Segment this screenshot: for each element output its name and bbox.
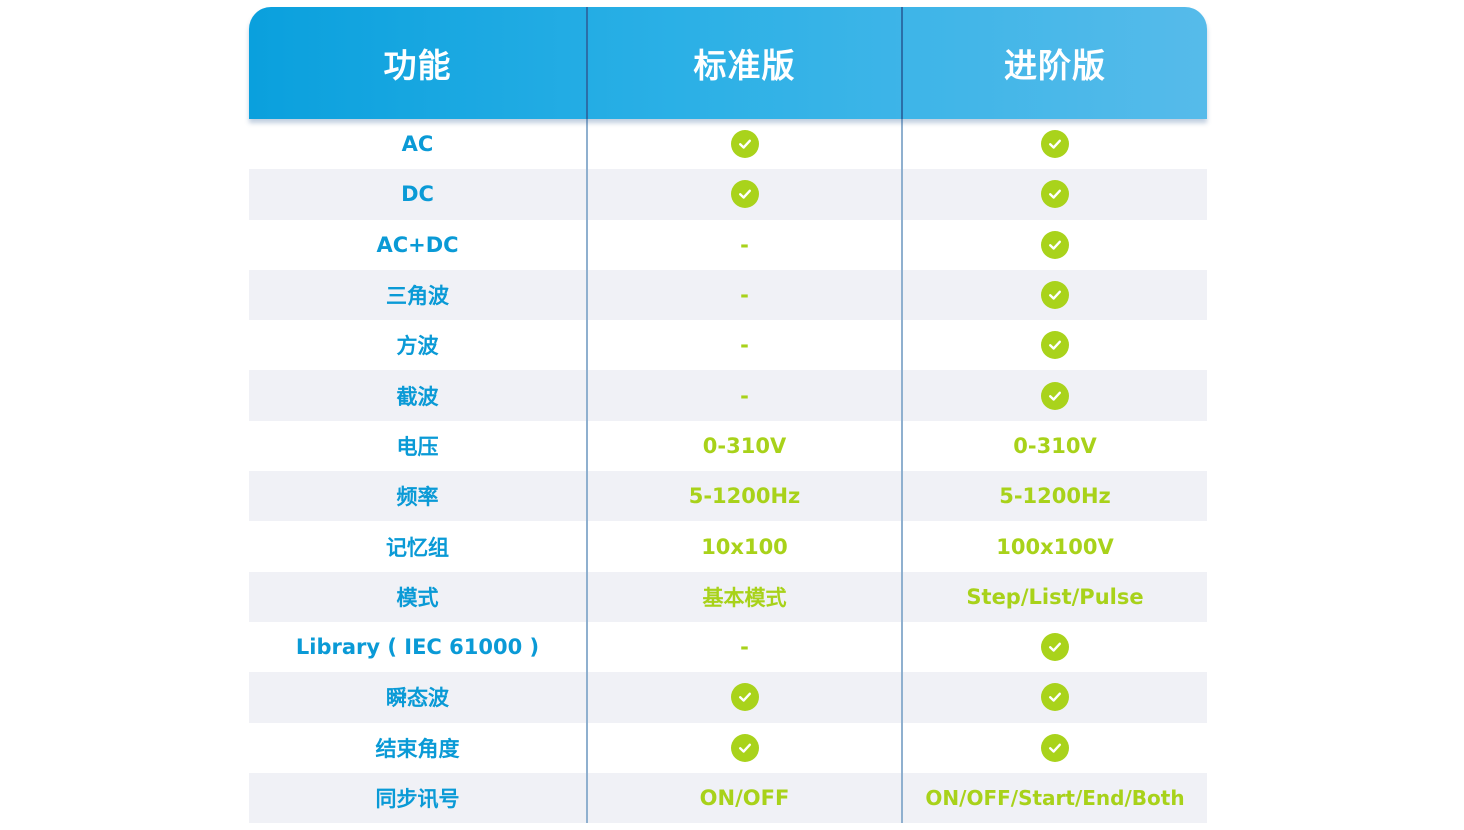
check-icon: [730, 733, 759, 762]
standard-value: [586, 119, 901, 170]
check-icon: [1041, 733, 1069, 762]
table-row: DC: [249, 169, 1207, 220]
feature-label: AC+DC: [376, 232, 459, 257]
standard-value-text: -: [740, 232, 749, 257]
advanced-value: [901, 370, 1207, 421]
standard-value-text: -: [740, 283, 749, 308]
header-advanced: 进阶版: [901, 7, 1207, 119]
standard-value: 0-310V: [586, 420, 901, 472]
table-row: 截波 -: [249, 370, 1207, 421]
check-icon: [730, 180, 759, 209]
check-icon: [1041, 130, 1069, 159]
standard-value: ON/OFF: [586, 772, 901, 824]
feature-label: 三角波: [386, 284, 449, 309]
standard-value: -: [586, 219, 901, 270]
advanced-value-text: 100x100V: [996, 534, 1114, 559]
check-icon: [1041, 281, 1069, 310]
standard-value: -: [586, 320, 901, 371]
check-icon: [730, 130, 759, 159]
check-icon: [1041, 381, 1069, 410]
table-row: 模式 基本模式 Step/List/Pulse: [249, 571, 1207, 622]
table-body: AC DC AC+DC - 三角波 - 方波 - 截波 - 电压 0-310V 0-310V 频率 5-12…: [249, 119, 1207, 824]
standard-value: 10x100: [586, 521, 901, 572]
advanced-value: [901, 722, 1207, 773]
advanced-value: 0-310V: [901, 420, 1207, 472]
standard-value: [586, 169, 901, 220]
advanced-value: 100x100V: [901, 521, 1207, 572]
table-header: 功能 标准版 进阶版: [249, 7, 1207, 119]
feature-label: Library ( IEC 61000 ): [295, 635, 540, 660]
feature-label: DC: [401, 182, 434, 207]
check-icon: [1041, 180, 1069, 209]
header-standard: 标准版: [586, 7, 901, 119]
feature-label: AC: [401, 132, 434, 157]
table-row: Library ( IEC 61000 ) -: [249, 621, 1207, 673]
standard-value-text: 10x100: [701, 534, 788, 559]
standard-value-text: ON/OFF: [699, 786, 790, 810]
advanced-value: [901, 672, 1207, 723]
table-row: AC+DC -: [249, 219, 1207, 270]
advanced-value: [901, 269, 1207, 321]
feature-label: 结束角度: [375, 736, 460, 761]
advanced-value-text: 5-1200Hz: [999, 484, 1111, 509]
advanced-value-text: 0-310V: [1013, 433, 1097, 458]
advanced-value-text: ON/OFF/Start/End/Both: [925, 786, 1185, 810]
table-row: 频率 5-1200Hz 5-1200Hz: [249, 471, 1207, 522]
advanced-value: 5-1200Hz: [901, 471, 1207, 522]
standard-value-text: 5-1200Hz: [688, 484, 801, 509]
table-row: 瞬态波: [249, 672, 1207, 723]
standard-value: [586, 722, 901, 773]
standard-value: -: [586, 269, 901, 321]
feature-label: 方波: [396, 334, 439, 359]
check-icon: [730, 683, 759, 712]
advanced-value: [901, 621, 1207, 673]
standard-value-text: -: [740, 383, 749, 408]
feature-label: 瞬态波: [386, 686, 449, 711]
comparison-table: 功能 标准版 进阶版 AC DC AC+DC - 三角波 - 方波 - 截波 - 电压 0-310V 0…: [249, 7, 1207, 824]
header-feature: 功能: [383, 46, 452, 85]
advanced-value: [901, 169, 1207, 220]
table-row: 结束角度: [249, 722, 1207, 773]
standard-value: [586, 672, 901, 723]
table-row: 记忆组 10x100 100x100V: [249, 521, 1207, 572]
table-row: 电压 0-310V 0-310V: [249, 420, 1207, 472]
feature-label: 同步讯号: [375, 787, 460, 811]
advanced-value: [901, 119, 1207, 170]
advanced-value: ON/OFF/Start/End/Both: [901, 772, 1207, 824]
standard-value-text: -: [740, 635, 749, 660]
advanced-value-text: Step/List/Pulse: [966, 584, 1144, 609]
standard-value: -: [586, 370, 901, 421]
advanced-value: [901, 320, 1207, 371]
check-icon: [1041, 683, 1069, 712]
check-icon: [1041, 633, 1069, 662]
standard-value-text: 基本模式: [702, 585, 787, 610]
table-row: AC: [249, 119, 1207, 170]
check-icon: [1041, 230, 1069, 259]
feature-label: 电压: [396, 434, 439, 459]
check-icon: [1041, 331, 1069, 360]
table-row: 方波 -: [249, 320, 1207, 371]
standard-value: -: [586, 621, 901, 673]
standard-value-text: 0-310V: [702, 433, 787, 458]
feature-label: 记忆组: [386, 535, 449, 560]
table-row: 三角波 -: [249, 269, 1207, 321]
feature-label: 模式: [396, 585, 439, 610]
advanced-value: [901, 219, 1207, 270]
feature-label: 截波: [396, 384, 439, 409]
standard-value: 基本模式: [586, 571, 901, 622]
standard-value-text: -: [740, 333, 749, 358]
table-row: 同步讯号 ON/OFF ON/OFF/Start/End/Both: [249, 772, 1207, 824]
advanced-value: Step/List/Pulse: [901, 571, 1207, 622]
standard-value: 5-1200Hz: [586, 471, 901, 522]
feature-label: 频率: [396, 485, 439, 510]
